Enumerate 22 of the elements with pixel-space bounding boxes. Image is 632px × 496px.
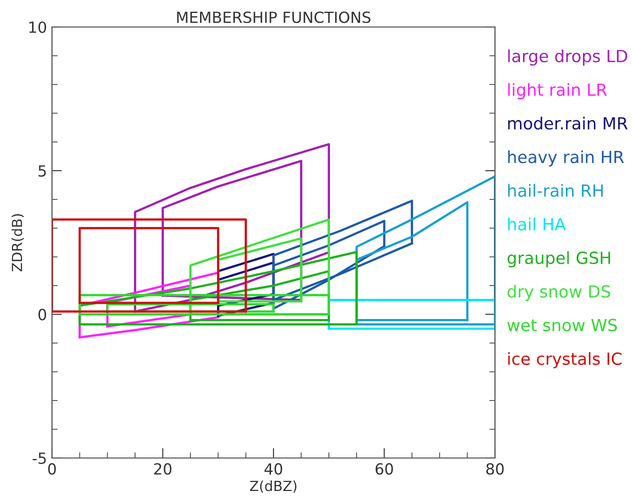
x-tick-label: 0 <box>48 463 56 475</box>
series-label: hail-rain RH <box>508 184 603 197</box>
x-tick-label: 80 <box>486 463 504 475</box>
y-tick-label: 0 <box>38 308 46 320</box>
text: ice crystals IC <box>508 352 622 368</box>
y-axis-title: ZDR(dB) <box>11 214 24 272</box>
x-tick-label: 20 <box>154 463 172 475</box>
text: hail HA <box>508 218 566 230</box>
x-axis-title: Z(dBZ) <box>250 480 296 493</box>
text: dry snow DS <box>508 284 610 301</box>
y-tick-label: -5 <box>32 452 46 464</box>
y-tick-label: 5 <box>38 165 46 177</box>
x-tick-label: 40 <box>264 463 282 475</box>
text: large drops LD <box>508 49 628 66</box>
text: graupel GSH <box>508 251 610 268</box>
y-tick-label: 10 <box>29 21 46 34</box>
text: light rain LR <box>508 83 607 100</box>
text: heavy rain HR <box>508 150 624 166</box>
text: moder.rain MR <box>508 116 628 130</box>
x-tick-label: 60 <box>376 463 393 475</box>
chart-title: MEMBERSHIP FUNCTIONS <box>177 11 370 24</box>
text: wet snow WS <box>507 318 617 332</box>
